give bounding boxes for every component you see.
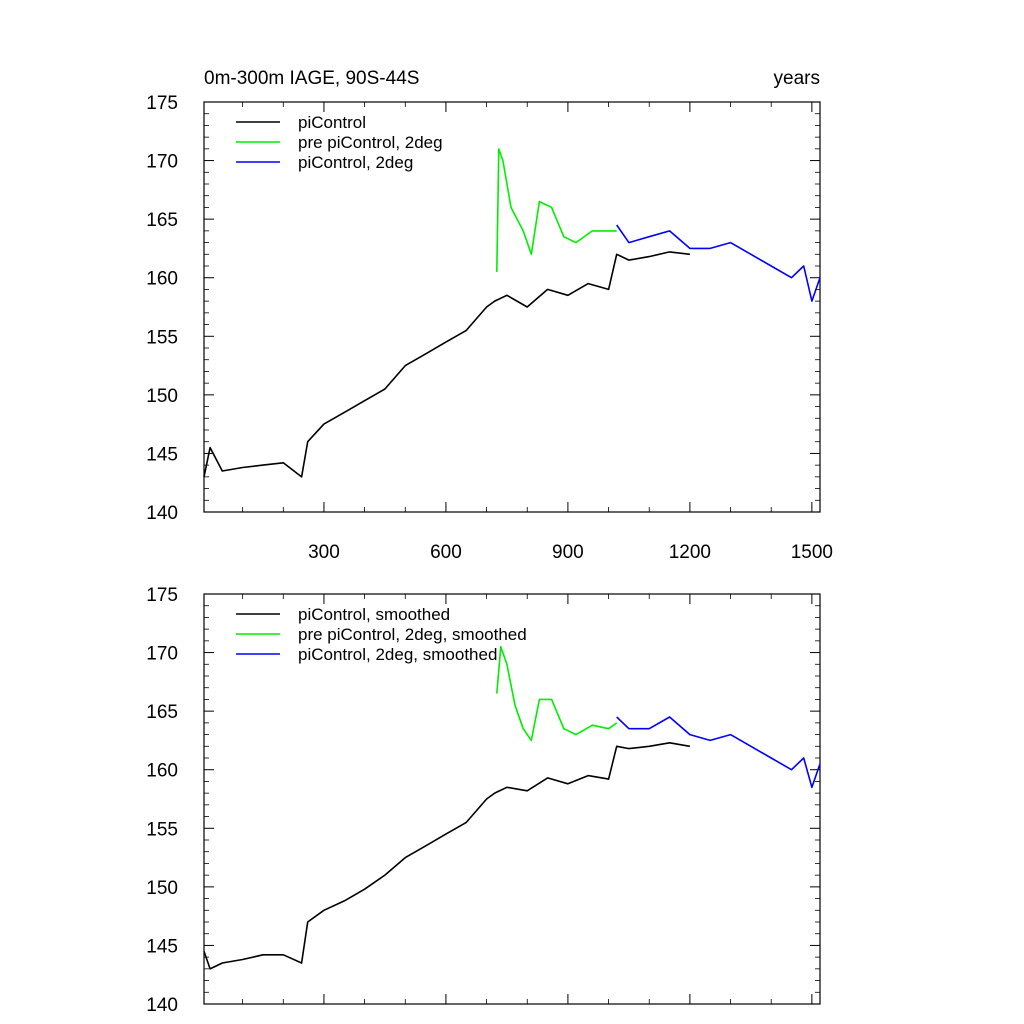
y-tick-label: 175 — [146, 585, 178, 606]
y-tick-label: 140 — [146, 995, 178, 1016]
y-tick-label: 160 — [146, 269, 178, 290]
y-tick-label: 155 — [146, 327, 178, 348]
legend-label: piControl, smoothed — [298, 605, 450, 624]
legend-label: pre piControl, 2deg, smoothed — [298, 625, 527, 644]
y-tick-label: 145 — [146, 936, 178, 957]
bottom-panel: 140 145 150 155 160 165 170 175 piControl, smoot… — [146, 585, 821, 1016]
y-tick-label: 165 — [146, 702, 178, 723]
plot-frame — [203, 101, 821, 513]
top-panel: 140 145 150 155 160 165 170 175 300 600 900 1200 150… — [146, 68, 833, 563]
legend-label: pre piControl, 2deg — [298, 133, 443, 152]
y-tick-label: 150 — [146, 878, 178, 899]
legend-label: piControl, 2deg — [298, 153, 413, 172]
series-line-pre-picontrol-2deg-smoothed — [496, 645, 618, 742]
series-line-picontrol-2deg — [616, 224, 821, 302]
legend-label: piControl — [298, 113, 366, 132]
units-label: years — [774, 68, 820, 89]
series-line-picontrol-2deg-smoothed — [616, 716, 821, 789]
x-tick-label: 300 — [308, 542, 340, 563]
y-tick-label: 165 — [146, 210, 178, 231]
legend-label: piControl, 2deg, smoothed — [298, 645, 497, 664]
series-line-picontrol-smoothed — [203, 741, 691, 970]
y-tick-label: 140 — [146, 503, 178, 524]
x-tick-label: 600 — [430, 542, 462, 563]
y-tick-label: 160 — [146, 761, 178, 782]
chart-title: 0m-300m IAGE, 90S-44S — [204, 68, 419, 89]
y-tick-label: 175 — [146, 93, 178, 114]
y-tick-label: 155 — [146, 819, 178, 840]
plot-frame — [203, 593, 821, 1005]
series-line-pre-picontrol-2deg — [496, 148, 617, 272]
y-tick-label: 170 — [146, 152, 178, 173]
x-tick-label: 1500 — [791, 542, 833, 563]
x-tick-label: 900 — [552, 542, 584, 563]
y-tick-label: 150 — [146, 386, 178, 407]
y-tick-label: 170 — [146, 644, 178, 665]
y-tick-label: 145 — [146, 444, 178, 465]
x-tick-label: 1200 — [669, 542, 711, 563]
series-line-picontrol — [203, 251, 690, 478]
